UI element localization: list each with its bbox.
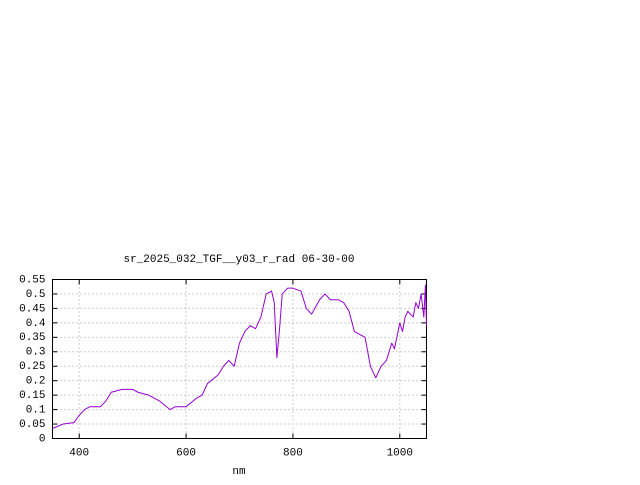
y-tick-label: 0.35	[19, 332, 45, 344]
y-tick-label: 0.15	[19, 390, 45, 402]
chart-title: sr_2025_032_TGF__y03_r_rad 06-30-00	[123, 254, 354, 266]
data-line	[52, 284, 427, 429]
x-tick-label: 400	[69, 447, 89, 459]
y-tick-label: 0.55	[19, 274, 45, 286]
y-tick-label: 0.05	[19, 419, 45, 431]
y-tick-label: 0.45	[19, 303, 45, 315]
y-tick-label: 0.3	[26, 347, 46, 359]
y-tick-label: 0.4	[26, 318, 46, 330]
x-axis-label: nm	[232, 466, 246, 478]
x-tick-label: 800	[283, 447, 303, 459]
x-tick-label: 1000	[387, 447, 413, 459]
y-tick-label: 0	[39, 433, 46, 445]
x-tick-label: 600	[176, 447, 196, 459]
y-tick-label: 0.5	[26, 289, 46, 301]
y-tick-label: 0.1	[26, 404, 46, 416]
plot-frame	[52, 279, 427, 439]
y-tick-label: 0.2	[26, 376, 46, 388]
y-tick-label: 0.25	[19, 361, 45, 373]
